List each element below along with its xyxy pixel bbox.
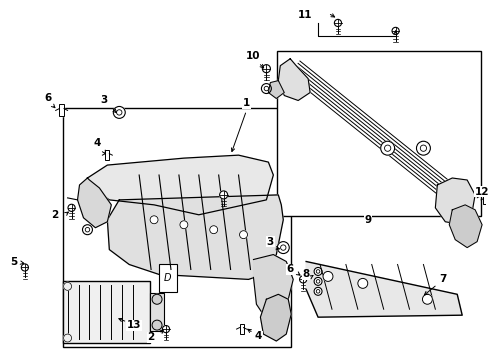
Circle shape bbox=[313, 287, 322, 295]
Bar bbox=[62, 108, 291, 347]
Polygon shape bbox=[253, 255, 293, 319]
Circle shape bbox=[152, 320, 162, 330]
Text: 12: 12 bbox=[474, 187, 488, 197]
Bar bbox=[483, 196, 486, 204]
Text: 5: 5 bbox=[10, 257, 18, 267]
Circle shape bbox=[152, 294, 162, 304]
Circle shape bbox=[391, 27, 398, 35]
Text: 2: 2 bbox=[51, 210, 58, 220]
Polygon shape bbox=[268, 81, 284, 99]
Text: 4: 4 bbox=[94, 138, 101, 148]
Polygon shape bbox=[107, 195, 283, 279]
Text: 11: 11 bbox=[297, 10, 312, 20]
Text: 7: 7 bbox=[439, 274, 446, 284]
Circle shape bbox=[21, 264, 28, 271]
Circle shape bbox=[277, 242, 289, 253]
Circle shape bbox=[209, 226, 217, 234]
Circle shape bbox=[219, 191, 227, 199]
Circle shape bbox=[180, 221, 187, 229]
Polygon shape bbox=[305, 261, 461, 317]
Polygon shape bbox=[448, 205, 481, 248]
Circle shape bbox=[113, 107, 125, 118]
Text: D: D bbox=[164, 273, 171, 283]
Polygon shape bbox=[434, 178, 474, 225]
Polygon shape bbox=[260, 294, 291, 341]
Bar bbox=[159, 265, 177, 292]
Circle shape bbox=[416, 141, 429, 155]
Circle shape bbox=[68, 204, 75, 211]
Bar bbox=[239, 324, 243, 334]
Text: 13: 13 bbox=[127, 320, 141, 330]
Polygon shape bbox=[87, 155, 273, 215]
Circle shape bbox=[162, 325, 169, 333]
Circle shape bbox=[313, 267, 322, 275]
Bar bbox=[59, 104, 64, 116]
Circle shape bbox=[261, 84, 271, 94]
Text: 6: 6 bbox=[44, 94, 51, 103]
Text: 4: 4 bbox=[254, 331, 262, 341]
Polygon shape bbox=[78, 178, 111, 228]
Bar bbox=[62, 282, 150, 343]
Circle shape bbox=[239, 231, 247, 239]
Circle shape bbox=[357, 278, 367, 288]
Circle shape bbox=[313, 278, 322, 285]
Bar bbox=[105, 150, 109, 160]
Circle shape bbox=[380, 141, 394, 155]
Circle shape bbox=[323, 271, 332, 282]
Bar bbox=[277, 51, 480, 216]
Text: 8: 8 bbox=[302, 269, 309, 279]
Bar bbox=[59, 104, 64, 116]
Circle shape bbox=[422, 294, 431, 304]
Text: 10: 10 bbox=[246, 51, 260, 61]
Text: 9: 9 bbox=[364, 215, 370, 225]
Bar bbox=[239, 324, 243, 334]
Circle shape bbox=[334, 19, 341, 27]
Bar bbox=[105, 150, 109, 160]
Text: 2: 2 bbox=[147, 332, 154, 342]
Text: 6: 6 bbox=[286, 265, 293, 274]
Polygon shape bbox=[278, 59, 309, 100]
Circle shape bbox=[82, 225, 92, 235]
Bar bbox=[150, 293, 163, 331]
Circle shape bbox=[63, 282, 71, 290]
Text: 1: 1 bbox=[243, 99, 250, 108]
Circle shape bbox=[262, 65, 270, 73]
Circle shape bbox=[150, 216, 158, 224]
Text: 3: 3 bbox=[266, 237, 273, 247]
Bar bbox=[483, 196, 486, 204]
Circle shape bbox=[299, 276, 306, 283]
Circle shape bbox=[63, 334, 71, 342]
Text: 3: 3 bbox=[101, 95, 108, 105]
